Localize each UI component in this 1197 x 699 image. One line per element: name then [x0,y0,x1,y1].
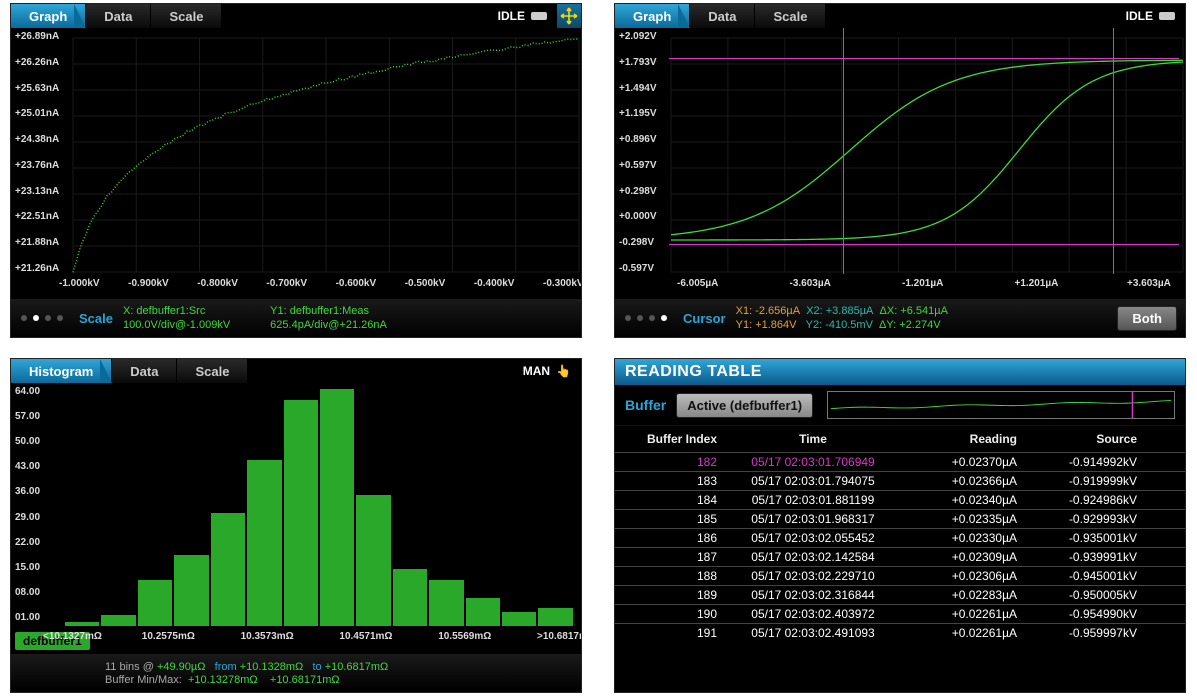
scope-panel-graph2: Graph Data Scale IDLE +2.092V+1.793V+1.4… [614,3,1186,338]
table-row[interactable]: 18905/17 02:03:02.316844+0.02283µA-0.950… [615,585,1185,604]
footer-bar: Cursor X1: -2.656µA X2: +3.885µA ΔX: +6.… [615,299,1185,337]
table-body[interactable]: 18205/17 02:03:01.706949+0.02370µA-0.914… [615,452,1185,642]
tab-bar: Graph Data Scale IDLE [615,4,1185,28]
cursor-x1[interactable] [843,28,844,274]
table-row[interactable]: 18805/17 02:03:02.229710+0.02306µA-0.945… [615,566,1185,585]
buffer-selector-row: Buffer Active (defbuffer1) [615,385,1185,426]
page-dots[interactable] [15,315,69,321]
tab-scale[interactable]: Scale [177,359,248,383]
table-row[interactable]: 18505/17 02:03:01.968317+0.02335µA-0.929… [615,509,1185,528]
histogram-bar [174,555,208,626]
histogram-bar [211,513,245,626]
scope-panel-graph1: Graph Data Scale IDLE +26.89nA+26.26nA+2… [10,3,582,338]
histogram-bar [356,495,390,626]
status-idle: IDLE [1116,4,1185,28]
cursor-y2[interactable] [669,244,1179,245]
table-row[interactable]: 19105/17 02:03:02.491093+0.02261µA-0.959… [615,623,1185,642]
histogram-bar [101,615,135,626]
histogram-bar [247,460,281,626]
table-header: Buffer Index Time Reading Source [615,426,1185,452]
reading-table-panel: READING TABLE Buffer Active (defbuffer1)… [614,358,1186,693]
histogram-bar [393,569,427,626]
footer-title: Cursor [683,311,726,326]
footer-title: Scale [79,311,113,326]
cursor-x2[interactable] [1113,28,1114,274]
table-row[interactable]: 18605/17 02:03:02.055452+0.02330µA-0.935… [615,528,1185,547]
table-row[interactable]: 18705/17 02:03:02.142584+0.02309µA-0.939… [615,547,1185,566]
status-man: MAN👆 [513,359,581,383]
col-time: Time [723,430,903,448]
footer-cursor-x: X1: -2.656µA X2: +3.885µA ΔX: +6.541µA Y… [736,304,948,332]
scope-panel-histogram: Histogram Data Scale MAN👆 defbuffer1 64.… [10,358,582,693]
histogram-bar [538,608,572,626]
tab-data[interactable]: Data [112,359,177,383]
histogram-bar [502,612,536,626]
histogram-bar [65,622,99,626]
cursor-both-button[interactable]: Both [1117,306,1177,331]
plot-area[interactable]: +2.092V+1.793V+1.494V+1.195V+0.896V+0.59… [615,28,1185,299]
tab-data[interactable]: Data [86,4,151,28]
tab-scale[interactable]: Scale [151,4,222,28]
footer-bar: 11 bins @ +49.90µΩ from +10.1328mΩ to +1… [11,654,581,692]
tab-scale[interactable]: Scale [755,4,826,28]
col-reading: Reading [903,430,1023,448]
buffer-label: Buffer [625,397,666,413]
buffer-select-button[interactable]: Active (defbuffer1) [676,393,813,418]
footer-y-info: Y1: defbuffer1:Meas625.4pA/div@+21.26nA [270,304,387,332]
tab-data[interactable]: Data [690,4,755,28]
histogram-bars [65,389,573,626]
tab-bar: Graph Data Scale IDLE [11,4,581,28]
sparkline[interactable] [827,391,1175,419]
table-row[interactable]: 18205/17 02:03:01.706949+0.02370µA-0.914… [615,452,1185,471]
hand-icon: 👆 [556,364,571,378]
tab-histogram[interactable]: Histogram [11,359,112,383]
histogram-bar [466,598,500,626]
footer-x-info: X: defbuffer1:Src100.0V/div@-1.009kV [123,304,230,332]
plot-area[interactable]: +26.89nA+26.26nA+25.63nA+25.01nA+24.38nA… [11,28,581,299]
plot-area[interactable]: defbuffer1 64.0057.0050.0043.0036.0029.0… [11,383,581,654]
table-row[interactable]: 18305/17 02:03:01.794075+0.02366µA-0.919… [615,471,1185,490]
histogram-bar [138,580,172,626]
histogram-bar [284,400,318,626]
histogram-bar [429,580,463,626]
status-idle: IDLE [488,4,557,28]
col-source: Source [1023,430,1143,448]
page-dots[interactable] [619,315,673,321]
table-row[interactable]: 18405/17 02:03:01.881199+0.02340µA-0.924… [615,490,1185,509]
table-row[interactable]: 19005/17 02:03:02.403972+0.02261µA-0.954… [615,604,1185,623]
cursor-y1[interactable] [669,58,1179,59]
pan-icon[interactable] [557,4,581,28]
tab-bar: Histogram Data Scale MAN👆 [11,359,581,383]
col-buffer-index: Buffer Index [623,430,723,448]
histogram-bar [320,389,354,626]
reading-table-title: READING TABLE [615,359,1185,385]
footer-bar: Scale X: defbuffer1:Src100.0V/div@-1.009… [11,299,581,337]
